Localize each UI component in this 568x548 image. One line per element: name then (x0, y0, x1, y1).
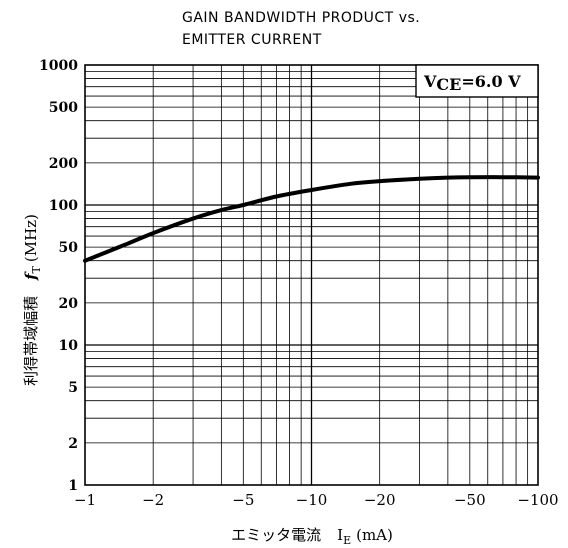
y-axis-label: 利得帯域幅積fT(MHz) (22, 214, 43, 386)
x-tick-label: −10 (296, 491, 328, 509)
y-tick-label: 200 (49, 156, 78, 172)
chart-title-line1: GAIN BANDWIDTH PRODUCT vs. (182, 10, 420, 26)
y-tick-label: 500 (49, 100, 78, 116)
y-tick-label: 1 (68, 478, 78, 494)
major-grid (85, 65, 538, 485)
condition-box (415, 64, 539, 98)
y-tick-label: 5 (68, 380, 78, 396)
x-tick-label: −2 (142, 491, 164, 509)
series-line-ft (83, 175, 540, 263)
x-tick-labels: −1 −2 −5 −10 −20 −50 −100 (74, 491, 559, 509)
x-tick-label: −20 (364, 491, 396, 509)
condition-label: VCE=6.0 V (423, 72, 521, 94)
x-tick-label: −1 (74, 491, 96, 509)
y-tick-label: 50 (59, 240, 79, 256)
y-tick-label: 20 (59, 296, 79, 312)
chart-title-line2: EMITTER CURRENT (182, 32, 322, 48)
y-tick-label: 2 (68, 436, 78, 452)
x-tick-label: −5 (232, 491, 254, 509)
y-tick-labels: 1 2 5 10 20 50 100 200 500 1000 (39, 58, 78, 494)
svg-text:利得帯域幅積fT(MHz): 利得帯域幅積fT(MHz) (22, 214, 43, 386)
x-tick-label: −100 (517, 491, 558, 509)
y-tick-label: 1000 (39, 58, 78, 74)
plot-frame (84, 64, 539, 486)
x-axis-label: エミッタ電流 IE (mA) (231, 526, 393, 547)
x-tick-label: −50 (454, 491, 486, 509)
x-axis-label-jp: エミッタ電流 (231, 526, 321, 544)
y-tick-label: 100 (49, 198, 78, 214)
y-axis-label-jp: 利得帯域幅積 (22, 296, 40, 386)
y-tick-label: 10 (59, 338, 79, 354)
